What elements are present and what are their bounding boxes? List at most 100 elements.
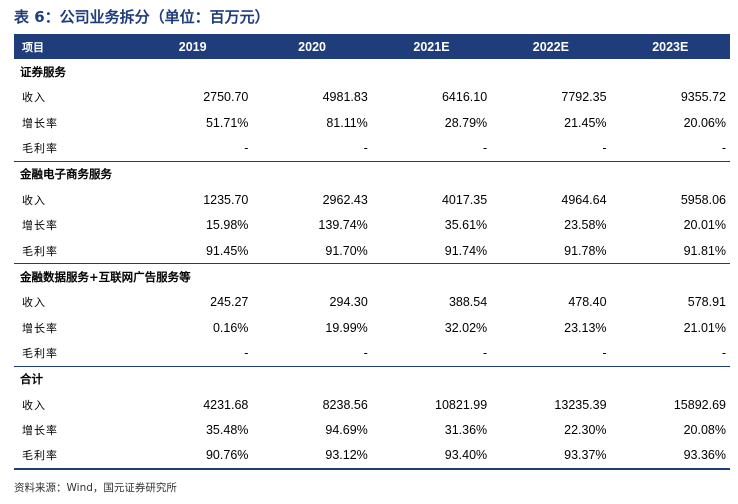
row-label: 收入 [22,193,46,207]
value-cell: 20.06% [683,115,726,130]
value-cell: 91.74% [444,243,488,258]
row-label: 增长率 [22,116,58,130]
value-cell: 10821.99 [435,397,488,412]
header-cell-item: 项目 [22,40,44,54]
value-cell: - [721,141,726,156]
value-cell: - [483,141,488,156]
value-cell: - [363,346,368,361]
value-cell: 139.74% [318,218,368,233]
section-row: 金融电子商务服务 [14,160,730,187]
row-label: 增长率 [22,424,58,438]
value-cell: 4017.35 [441,192,488,207]
value-cell: 19.99% [325,320,368,335]
value-cell: - [602,346,607,361]
table-row: 增长率 51.71% 81.11% 28.79% 21.45% 20.06% [14,110,730,136]
table-row: 增长率 35.48% 94.69% 31.36% 22.30% 20.08% [14,417,730,443]
table-row: 毛利率 91.45% 91.70% 91.74% 91.78% 91.81% [14,238,730,264]
row-label: 毛利率 [22,347,58,361]
value-cell: - [602,141,607,156]
value-cell: 294.30 [329,295,368,310]
value-cell: 21.01% [683,320,726,335]
source-note: 资料来源：Wind，国元证券研究所 [14,482,177,494]
table-header-row: 项目 2019 2020 2021E 2022E 2023E [14,34,730,59]
table-title: 表 6：公司业务拆分（单位：百万元） [14,8,270,26]
value-cell: 6416.10 [441,90,488,105]
value-cell: 91.78% [564,243,607,258]
header-cell-2022e: 2022E [532,39,569,54]
row-label: 增长率 [22,219,58,233]
business-breakdown-table: 项目 2019 2020 2021E 2022E 2023E 证券服务收入 275… [14,34,730,470]
value-cell: 8238.56 [322,397,368,412]
value-cell: - [244,141,249,156]
value-cell: 93.36% [610,442,730,470]
table-row: 毛利率 - - - - - [14,136,730,162]
row-label: 收入 [22,296,46,310]
value-cell: 31.36% [444,423,488,438]
value-cell: 91.45% [205,243,249,258]
table-row: 毛利率 90.76% 93.12% 93.40% 93.37% 93.36% [14,442,730,470]
section-row: 合计 [14,365,730,392]
value-cell: 4231.68 [203,397,249,412]
value-cell: 93.40% [371,442,492,470]
section-title: 证券服务 [20,64,66,79]
header-cell-2020: 2020 [298,39,326,54]
value-cell: 93.37% [491,442,611,470]
value-cell: 93.12% [252,442,372,470]
value-cell: 578.91 [687,295,726,310]
value-cell: 1235.70 [203,192,249,207]
value-cell: - [363,141,368,156]
value-cell: 478.40 [568,295,607,310]
value-cell: 81.11% [326,115,368,130]
value-cell: - [244,346,249,361]
table-row: 收入 4231.68 8238.56 10821.99 13235.39 15892.69 [14,392,730,418]
section-title: 金融电子商务服务 [14,160,730,187]
table-row: 收入 245.27 294.30 388.54 478.40 578.91 [14,289,730,315]
value-cell: 388.54 [448,295,488,310]
header-cell-2023e: 2023E [652,39,689,54]
section-title: 金融数据服务+互联网广告服务等 [14,263,730,290]
table-row: 毛利率 - - - - - [14,341,730,367]
value-cell: - [483,346,488,361]
value-cell: 15.98% [205,218,249,233]
value-cell: 2962.43 [322,192,368,207]
header-cell-2021e: 2021E [413,39,450,54]
value-cell: 4964.64 [561,192,607,207]
value-cell: 0.16% [212,320,249,335]
value-cell: 7792.35 [561,90,607,105]
value-cell: 20.08% [683,423,726,438]
table-row: 收入 2750.70 4981.83 6416.10 7792.35 9355.72 [14,85,730,111]
table-row: 增长率 0.16% 19.99% 32.02% 23.13% 21.01% [14,315,730,341]
value-cell: 20.01% [683,218,726,233]
row-label: 毛利率 [14,442,133,470]
row-label: 增长率 [22,321,58,335]
value-cell: 91.81% [683,243,726,258]
value-cell: 23.13% [564,320,607,335]
value-cell: 35.61% [444,218,488,233]
row-label: 毛利率 [22,244,58,258]
value-cell: 28.79% [444,115,488,130]
value-cell: - [721,346,726,361]
section-row: 证券服务 [14,59,730,85]
value-cell: 15892.69 [673,397,726,412]
table-row: 增长率 15.98% 139.74% 35.61% 23.58% 20.01% [14,213,730,239]
value-cell: 9355.72 [680,90,726,105]
row-label: 毛利率 [22,142,58,156]
value-cell: 5958.06 [680,192,726,207]
row-label: 收入 [22,91,46,105]
section-title: 合计 [14,365,730,392]
value-cell: 35.48% [205,423,249,438]
value-cell: 23.58% [564,218,607,233]
section-row: 金融数据服务+互联网广告服务等 [14,263,730,290]
row-label: 收入 [22,398,46,412]
header-cell-2019: 2019 [178,39,207,54]
value-cell: 22.30% [564,423,607,438]
value-cell: 94.69% [325,423,368,438]
table-body: 证券服务收入 2750.70 4981.83 6416.10 7792.35 9355.7… [14,59,730,470]
value-cell: 51.71% [205,115,249,130]
value-cell: 4981.83 [322,90,368,105]
value-cell: 21.45% [564,115,607,130]
value-cell: 2750.70 [203,90,249,105]
value-cell: 13235.39 [554,397,607,412]
value-cell: 32.02% [444,320,488,335]
table-row: 收入 1235.70 2962.43 4017.35 4964.64 5958.06 [14,187,730,213]
